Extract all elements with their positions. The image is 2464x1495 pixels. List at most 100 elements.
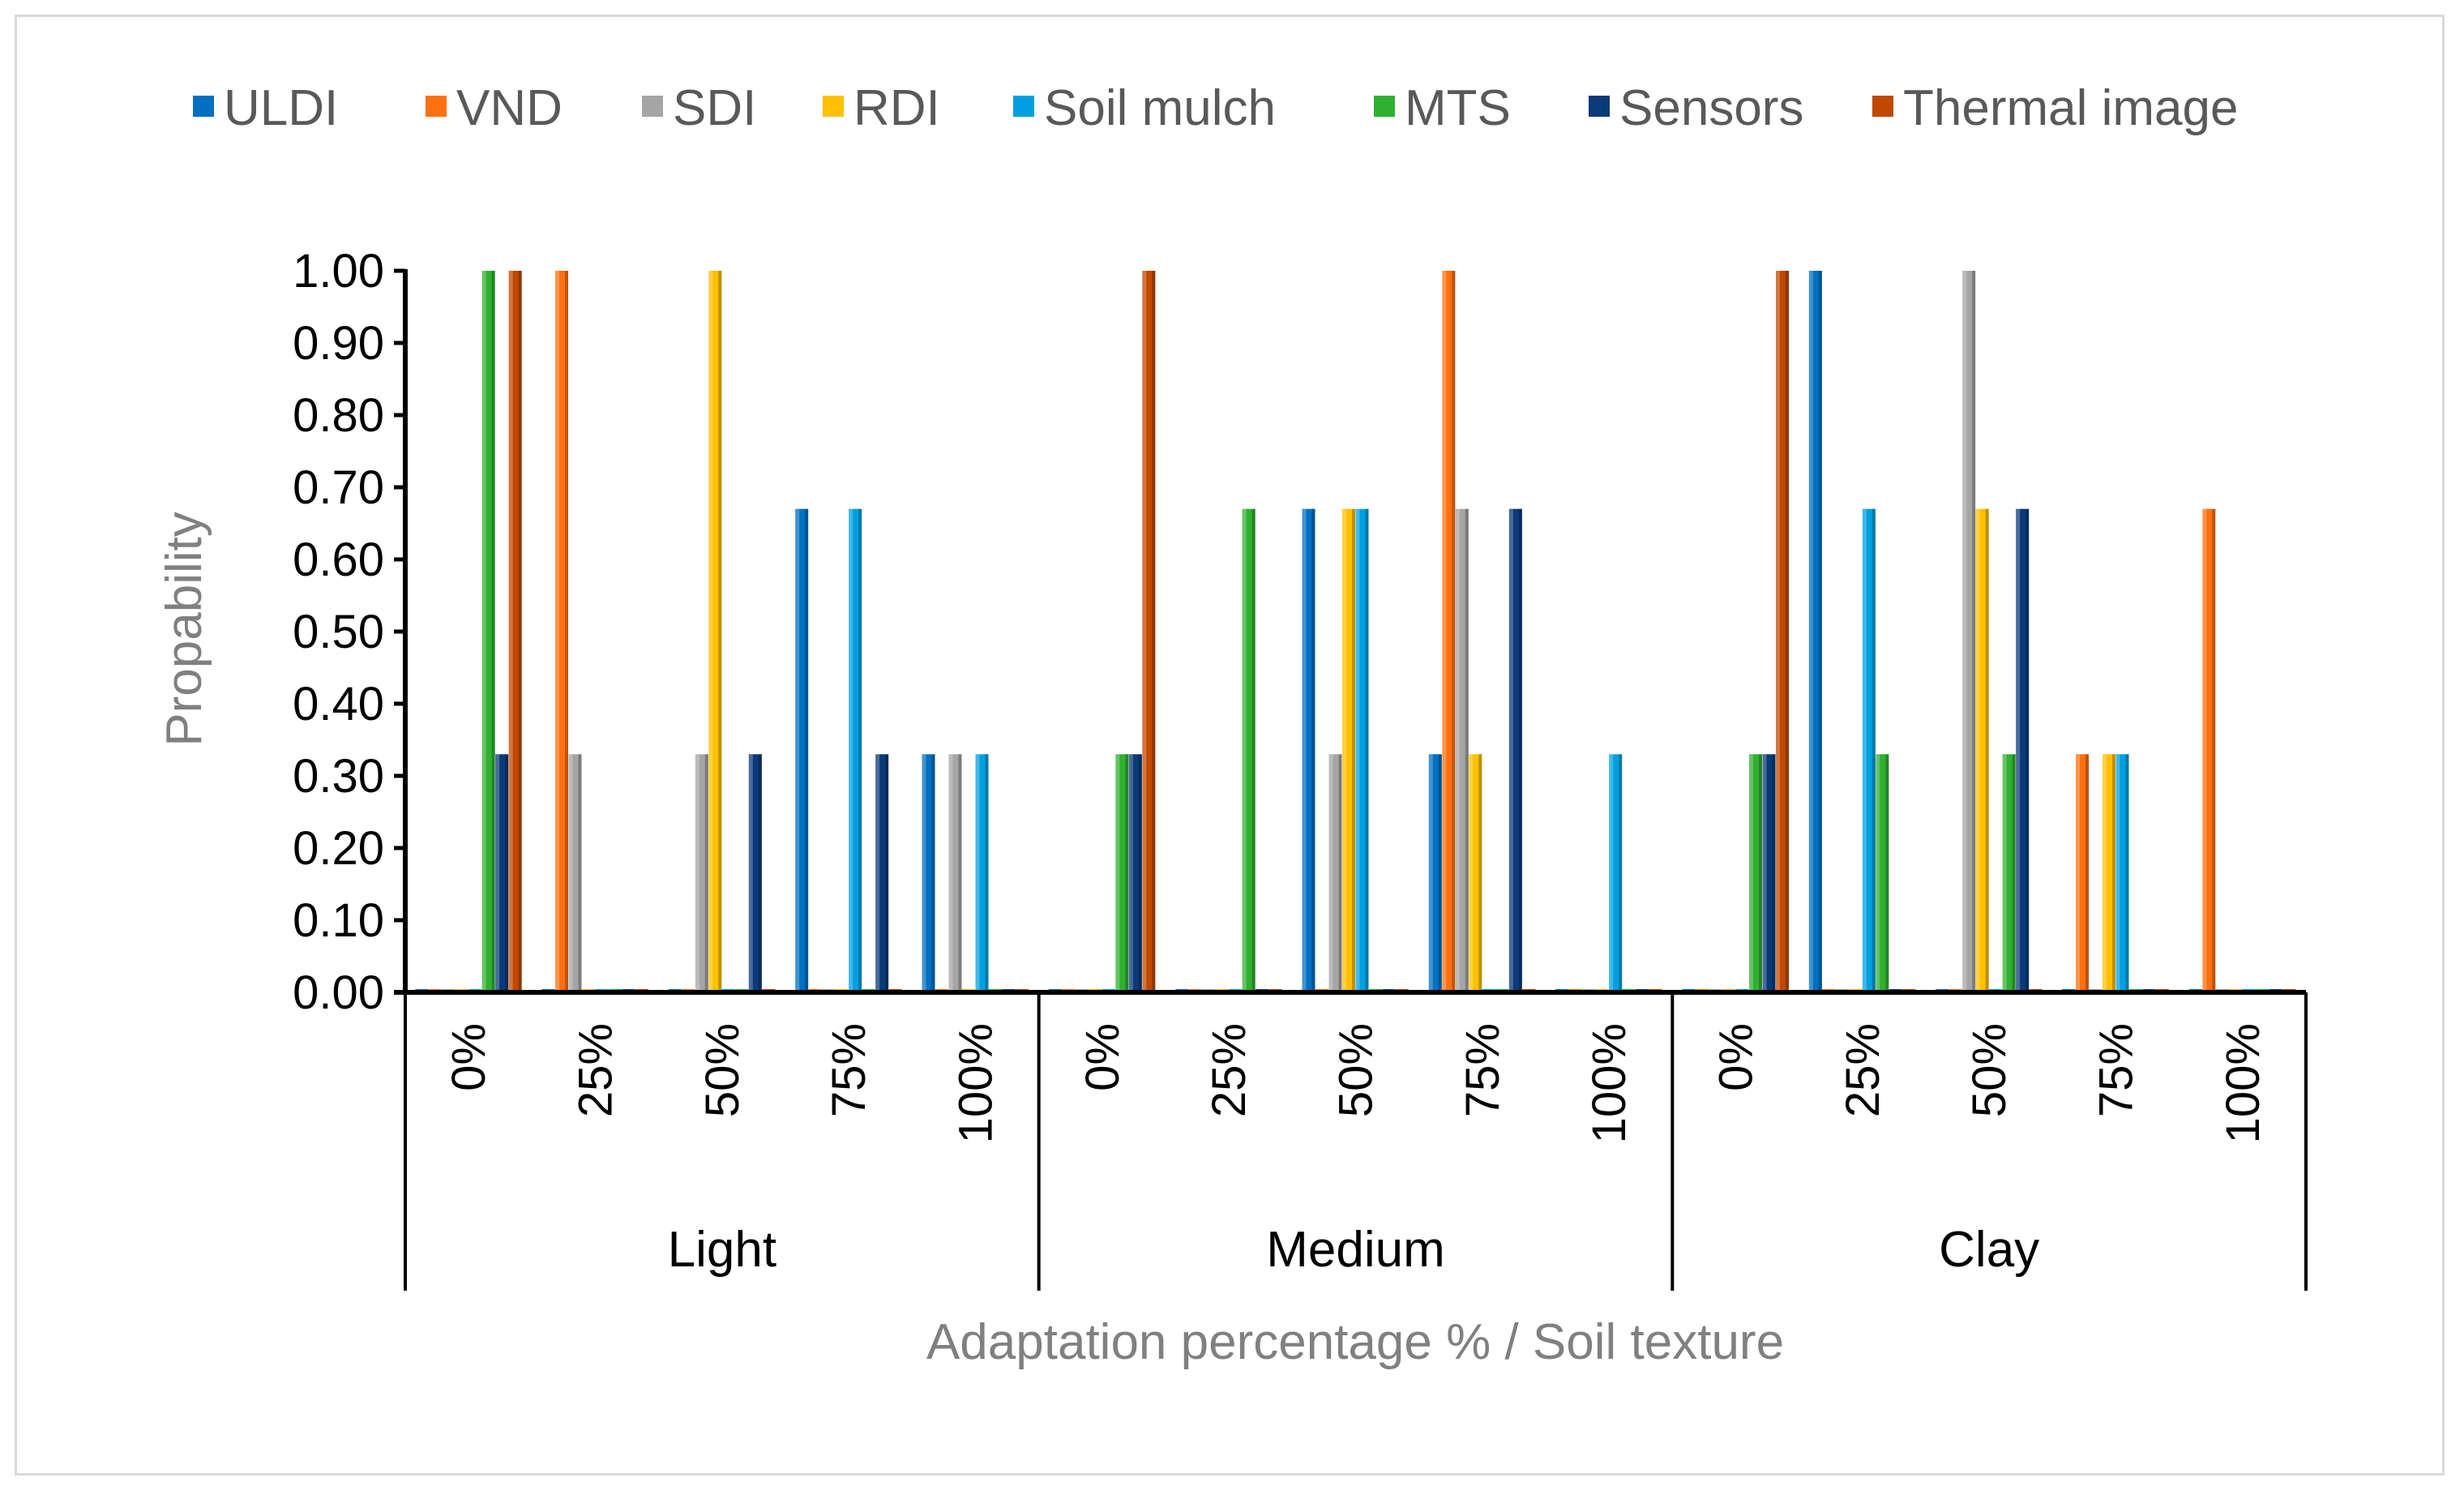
bar-highlight [495, 754, 500, 992]
x-tick-label: 0% [1076, 1023, 1129, 1091]
x-tick-label: 50% [696, 1023, 749, 1117]
bar-shade [491, 271, 495, 992]
bar-soil-mulch [2115, 754, 2129, 992]
bar-uldi [1808, 271, 1822, 992]
bar-shade [1972, 271, 1976, 992]
bar-mts [481, 271, 495, 992]
bar-mts [1876, 754, 1889, 992]
bar-shade [1786, 271, 1789, 992]
legend-swatch [193, 96, 214, 117]
bar-sdi [568, 754, 582, 992]
x-tick-label: 75% [2090, 1023, 2143, 1117]
y-tick-label: 1.00 [293, 245, 384, 298]
legend-swatch [642, 96, 663, 117]
bar-highlight [1508, 508, 1513, 992]
bar-shade [985, 754, 989, 992]
bar-shade [1872, 508, 1876, 992]
legend-label: ULDI [224, 80, 338, 136]
bar-shade [2212, 508, 2216, 992]
bar-highlight [1302, 508, 1307, 992]
group-label: Medium [1266, 1222, 1445, 1278]
bar-shade [858, 508, 862, 992]
bar-highlight [1962, 271, 1967, 992]
y-tick-label: 0.20 [293, 822, 384, 875]
bar-shade [2026, 508, 2030, 992]
bar-shade [1125, 754, 1129, 992]
bar-soil-mulch [1355, 508, 1369, 992]
bar-shade [758, 754, 762, 992]
x-tick-label: 75% [1457, 1023, 1509, 1117]
bar-soil-mulch [975, 754, 989, 992]
bar-shade [704, 754, 708, 992]
bar-highlight [1469, 754, 1474, 992]
bar-highlight [1455, 508, 1460, 992]
bar-highlight [1342, 508, 1346, 992]
bar-highlight [1862, 508, 1867, 992]
bar-sdi [1328, 754, 1342, 992]
bar-shade [2085, 754, 2089, 992]
bar-sensors [1762, 754, 1776, 992]
bar-soil-mulch [849, 508, 862, 992]
bar-shade [1352, 508, 1355, 992]
x-tick-label: 50% [1963, 1023, 2016, 1117]
bar-vnd [2076, 754, 2089, 992]
bar-shade [805, 508, 809, 992]
y-tick-label: 0.40 [293, 678, 384, 730]
bar-rdi [1469, 754, 1482, 992]
bar-highlight [1428, 754, 1433, 992]
bar-shade [2112, 754, 2115, 992]
bar-sensors [495, 754, 509, 992]
bars [415, 271, 2296, 992]
bar-highlight [2115, 754, 2120, 992]
x-tick-label: 100% [950, 1023, 1003, 1143]
x-tick-label: 25% [1203, 1023, 1256, 1117]
bar-highlight [481, 271, 486, 992]
legend-swatch [1013, 96, 1034, 117]
axes: 0.00 0.10 0.20 0.30 0.40 0.50 0.60 0.70 0.80 0.90… [293, 245, 2308, 1291]
bar-uldi [1302, 508, 1315, 992]
bar-shade [1985, 508, 1989, 992]
bar-shade [1438, 754, 1442, 992]
bar-highlight [555, 271, 559, 992]
bar-shade [1478, 754, 1482, 992]
bar-sensors [875, 754, 889, 992]
bar-highlight [2076, 754, 2080, 992]
legend-label: VND [456, 80, 563, 136]
bar-shade [1885, 754, 1889, 992]
bar-shade [1365, 508, 1369, 992]
bar-shade [1251, 508, 1256, 992]
bar-shade [578, 754, 582, 992]
bar-highlight [1776, 271, 1780, 992]
bar-highlight [849, 508, 853, 992]
legend-swatch [1374, 96, 1395, 117]
bar-soil-mulch [1862, 508, 1876, 992]
bar-vnd [555, 271, 568, 992]
bar-shade [1619, 754, 1623, 992]
bar-mts [1115, 754, 1129, 992]
bar-highlight [2002, 754, 2007, 992]
bar-highlight [1808, 271, 1813, 992]
bar-shade [518, 271, 522, 992]
bar-thermal-image [1142, 271, 1156, 992]
bar-highlight [2202, 508, 2207, 992]
bar-highlight [1442, 271, 1447, 992]
bar-highlight [1355, 508, 1360, 992]
legend-label: Sensors [1619, 80, 1803, 136]
bar-highlight [1115, 754, 1120, 992]
y-tick-label: 0.30 [293, 750, 384, 803]
x-axis-title: Adaptation percentage % / Soil texture [926, 1314, 1784, 1370]
bar-sensors [1128, 754, 1142, 992]
legend-swatch [1589, 96, 1610, 117]
x-tick-label: 100% [1583, 1023, 1636, 1143]
bar-highlight [922, 754, 926, 992]
bar-shade [1759, 754, 1762, 992]
legend-swatch [426, 96, 447, 117]
bar-rdi [708, 271, 722, 992]
bar-highlight [2103, 754, 2107, 992]
bar-highlight [1328, 754, 1333, 992]
bar-mts [1242, 508, 1256, 992]
bar-highlight [795, 508, 800, 992]
bar-highlight [1242, 508, 1247, 992]
bar-highlight [2016, 508, 2021, 992]
bar-shade [718, 271, 722, 992]
